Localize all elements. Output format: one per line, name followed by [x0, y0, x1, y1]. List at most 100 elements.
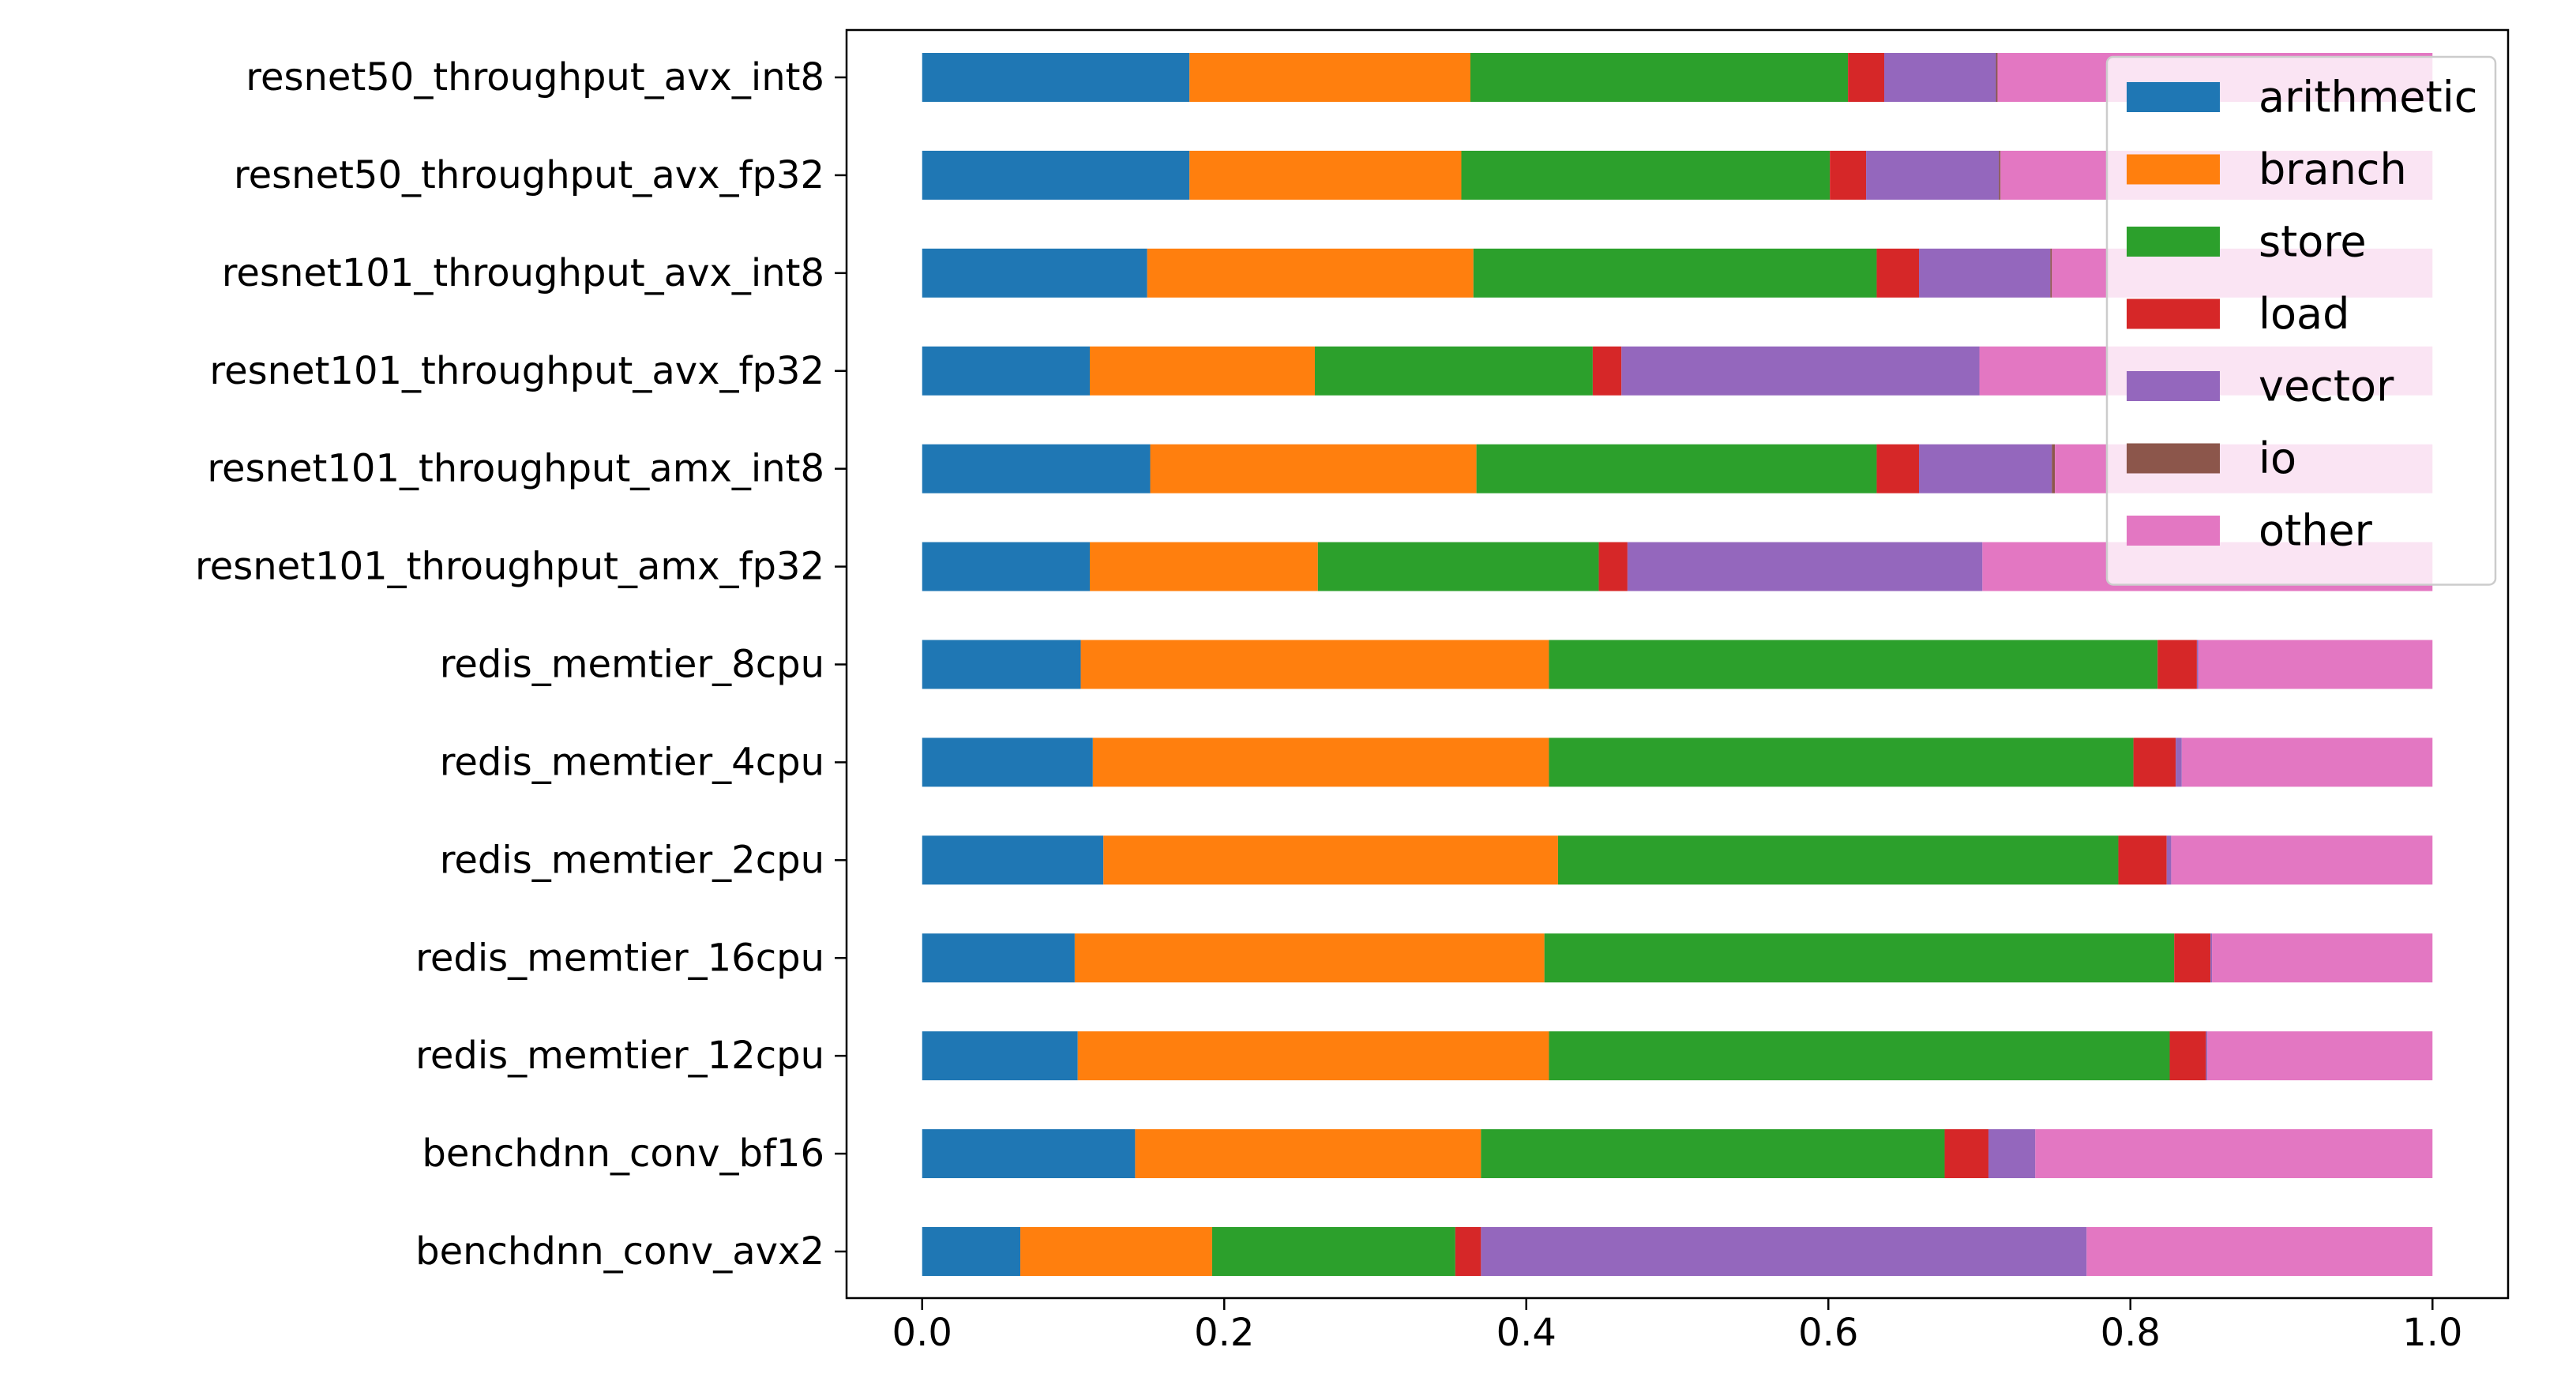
bar-arithmetic-resnet50_throughput_avx_int8 [922, 53, 1190, 102]
bar-branch-resnet50_throughput_avx_fp32 [1189, 150, 1462, 200]
bars-layer [922, 53, 2433, 1276]
bar-store-resnet101_throughput_avx_int8 [1473, 248, 1877, 298]
bar-branch-resnet101_throughput_avx_fp32 [1090, 346, 1315, 396]
bar-load-resnet101_throughput_avx_int8 [1876, 248, 1920, 298]
bar-load-resnet101_throughput_amx_fp32 [1598, 542, 1628, 591]
bar-arithmetic-redis_memtier_12cpu [922, 1031, 1078, 1081]
bar-vector-redis_memtier_8cpu [2196, 640, 2199, 689]
bar-arithmetic-redis_memtier_8cpu [922, 640, 1081, 689]
y-tick-label: resnet101_throughput_avx_fp32 [209, 349, 824, 393]
y-tick-label: redis_memtier_8cpu [440, 643, 824, 687]
bar-arithmetic-resnet101_throughput_amx_fp32 [922, 542, 1091, 591]
bar-load-redis_memtier_12cpu [2169, 1031, 2206, 1081]
bar-other-redis_memtier_8cpu [2198, 640, 2433, 689]
x-tick-label: 0.6 [1798, 1311, 1858, 1355]
bar-branch-resnet101_throughput_avx_int8 [1147, 248, 1474, 298]
bar-vector-benchdnn_conv_bf16 [1988, 1129, 2036, 1179]
bar-io-resnet50_throughput_avx_fp32 [1999, 150, 2001, 200]
bar-branch-benchdnn_conv_bf16 [1135, 1129, 1481, 1179]
legend-label-branch: branch [2259, 144, 2407, 194]
y-tick-label: redis_memtier_2cpu [440, 838, 824, 882]
y-tick-label: resnet50_throughput_avx_int8 [246, 55, 824, 99]
bar-store-redis_memtier_4cpu [1549, 737, 2134, 787]
bar-branch-resnet101_throughput_amx_fp32 [1090, 542, 1318, 591]
legend-label-io: io [2259, 433, 2296, 483]
x-tick-label: 0.4 [1496, 1311, 1556, 1355]
bar-store-resnet101_throughput_amx_fp32 [1317, 542, 1599, 591]
bar-load-benchdnn_conv_avx2 [1455, 1227, 1481, 1276]
y-tick-label: redis_memtier_16cpu [415, 936, 824, 980]
bar-vector-resnet101_throughput_avx_int8 [1919, 248, 2051, 298]
y-tick-label: redis_memtier_4cpu [440, 740, 824, 784]
x-tick-label: 0.2 [1194, 1311, 1254, 1355]
y-tick-label: benchdnn_conv_bf16 [422, 1131, 824, 1176]
bar-branch-redis_memtier_4cpu [1092, 737, 1549, 787]
legend-label-store: store [2259, 217, 2367, 267]
bar-store-redis_memtier_16cpu [1544, 933, 2175, 983]
bar-arithmetic-resnet101_throughput_avx_int8 [922, 248, 1147, 298]
bar-arithmetic-resnet101_throughput_avx_fp32 [922, 346, 1091, 396]
bar-branch-benchdnn_conv_avx2 [1020, 1227, 1212, 1276]
bar-branch-resnet50_throughput_avx_int8 [1189, 53, 1470, 102]
bar-vector-resnet101_throughput_amx_int8 [1919, 444, 2052, 493]
bar-vector-redis_memtier_2cpu [2166, 835, 2172, 885]
bar-store-resnet50_throughput_avx_fp32 [1461, 150, 1831, 200]
bar-arithmetic-resnet101_throughput_amx_int8 [922, 444, 1151, 493]
bar-load-benchdnn_conv_bf16 [1944, 1129, 1988, 1179]
legend-label-arithmetic: arithmetic [2259, 73, 2477, 122]
bar-store-redis_memtier_12cpu [1549, 1031, 2170, 1081]
bar-vector-redis_memtier_16cpu [2210, 933, 2213, 983]
bar-store-resnet101_throughput_amx_int8 [1476, 444, 1877, 493]
bar-other-redis_memtier_16cpu [2212, 933, 2433, 983]
x-tick-label: 0.8 [2101, 1311, 2161, 1355]
bar-load-resnet101_throughput_avx_fp32 [1592, 346, 1622, 396]
legend-label-other: other [2259, 506, 2373, 556]
bar-other-redis_memtier_2cpu [2171, 835, 2433, 885]
y-tick-label: resnet101_throughput_avx_int8 [222, 251, 824, 295]
bar-load-redis_memtier_4cpu [2133, 737, 2176, 787]
x-tick-label: 0.0 [892, 1311, 952, 1355]
bar-vector-redis_memtier_12cpu [2206, 1031, 2208, 1081]
x-axis-ticks: 0.0 0.2 0.4 0.6 0.8 1.0 [892, 1298, 2462, 1355]
bar-store-redis_memtier_2cpu [1557, 835, 2119, 885]
bar-store-resnet50_throughput_avx_int8 [1470, 53, 1849, 102]
bar-vector-benchdnn_conv_avx2 [1481, 1227, 2087, 1276]
bar-store-resnet101_throughput_avx_fp32 [1314, 346, 1593, 396]
legend: arithmetic branch store load vector io other [2105, 55, 2497, 586]
bar-vector-resnet50_throughput_avx_int8 [1884, 53, 1996, 102]
bar-load-resnet101_throughput_amx_int8 [1876, 444, 1920, 493]
legend-swatch-arithmetic [2127, 82, 2220, 112]
legend-swatch-branch [2127, 154, 2220, 185]
bar-vector-resnet50_throughput_avx_fp32 [1866, 150, 2000, 200]
bar-store-redis_memtier_8cpu [1549, 640, 2158, 689]
bar-vector-resnet101_throughput_avx_fp32 [1621, 346, 1980, 396]
bar-arithmetic-redis_memtier_4cpu [922, 737, 1093, 787]
bar-other-benchdnn_conv_avx2 [2086, 1227, 2433, 1276]
plot-frame [845, 28, 2510, 1300]
bar-branch-resnet101_throughput_amx_int8 [1150, 444, 1477, 493]
bar-io-resnet101_throughput_amx_int8 [2052, 444, 2056, 493]
bar-branch-redis_memtier_12cpu [1077, 1031, 1549, 1081]
legend-swatch-io [2127, 443, 2220, 474]
legend-swatch-other [2127, 516, 2220, 546]
bar-arithmetic-redis_memtier_2cpu [922, 835, 1104, 885]
y-tick-label: resnet101_throughput_amx_int8 [207, 447, 824, 491]
legend-label-load: load [2259, 289, 2349, 339]
legend-swatch-store [2127, 227, 2220, 257]
bar-branch-redis_memtier_2cpu [1103, 835, 1558, 885]
bar-arithmetic-benchdnn_conv_avx2 [922, 1227, 1021, 1276]
bar-branch-redis_memtier_16cpu [1074, 933, 1545, 983]
bar-load-resnet50_throughput_avx_int8 [1848, 53, 1885, 102]
bar-load-redis_memtier_2cpu [2118, 835, 2167, 885]
legend-swatch-load [2127, 298, 2220, 329]
y-axis-ticks: resnet50_throughput_avx_int8 resnet50_thr… [195, 55, 847, 1274]
x-tick-label: 1.0 [2402, 1311, 2462, 1355]
y-tick-label: redis_memtier_12cpu [415, 1034, 824, 1078]
bar-store-benchdnn_conv_bf16 [1481, 1129, 1945, 1179]
bar-other-benchdnn_conv_bf16 [2035, 1129, 2433, 1179]
bar-arithmetic-benchdnn_conv_bf16 [922, 1129, 1136, 1179]
bar-arithmetic-resnet50_throughput_avx_fp32 [922, 150, 1190, 200]
y-tick-label: resnet101_throughput_amx_fp32 [195, 545, 824, 589]
